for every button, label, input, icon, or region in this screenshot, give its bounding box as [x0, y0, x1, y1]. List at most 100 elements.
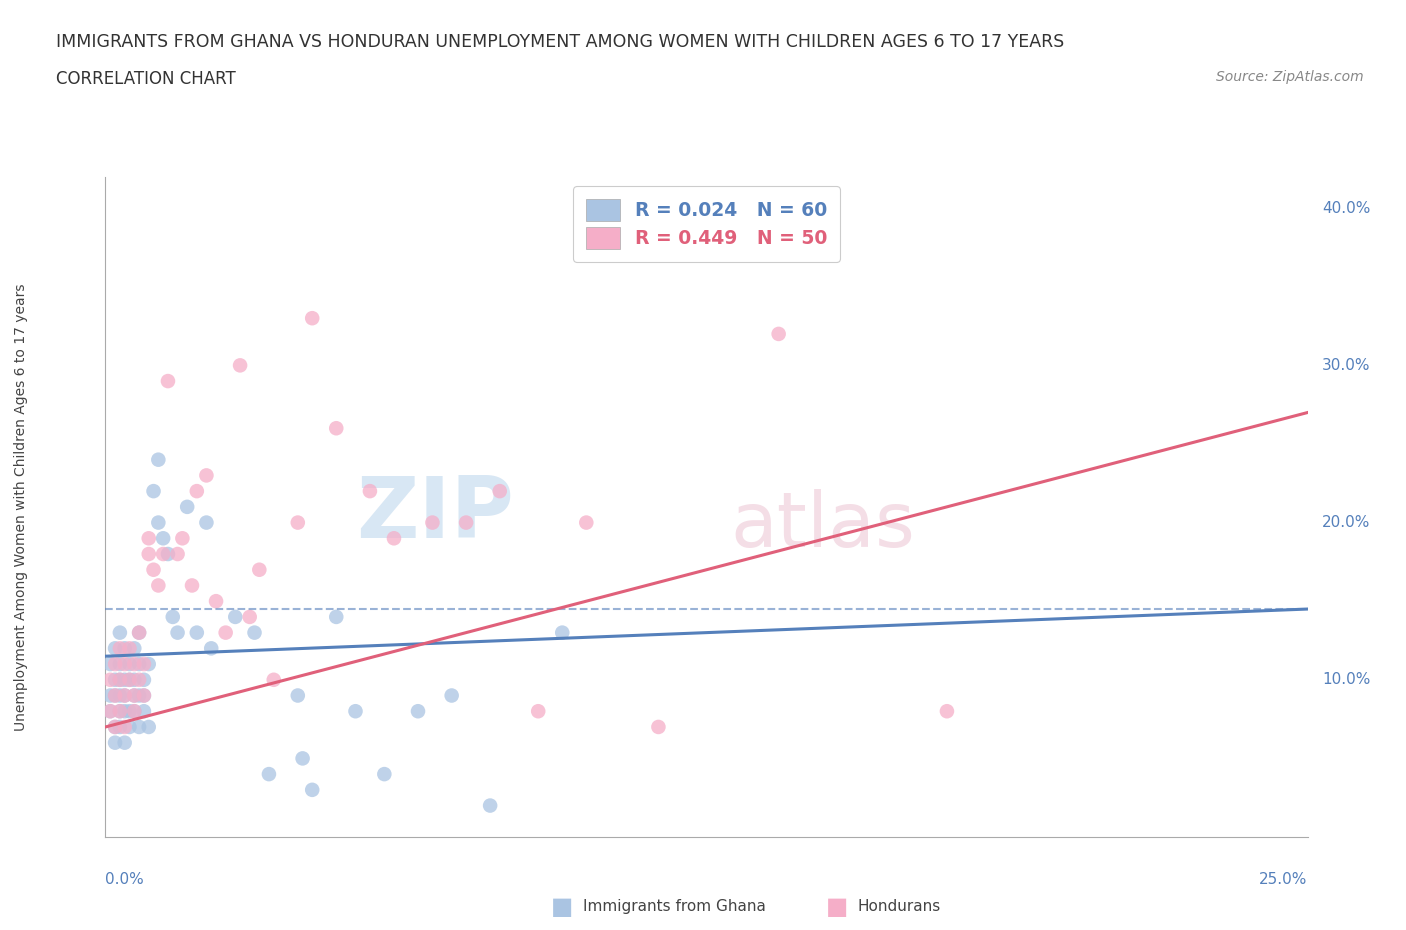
Point	[124, 657, 146, 671]
Point	[138, 720, 160, 735]
Point	[98, 672, 121, 687]
Point	[108, 704, 131, 719]
Point	[325, 609, 347, 624]
Text: ZIP: ZIP	[357, 473, 515, 556]
Point	[138, 547, 160, 562]
Point	[247, 563, 270, 578]
Point	[114, 720, 136, 735]
Point	[454, 515, 477, 530]
Point	[132, 672, 155, 687]
Point	[479, 798, 502, 813]
Point	[124, 672, 146, 687]
Point	[114, 641, 136, 656]
Legend: R = 0.024   N = 60, R = 0.449   N = 50: R = 0.024 N = 60, R = 0.449 N = 50	[572, 186, 841, 262]
Point	[132, 688, 155, 703]
Point	[132, 704, 155, 719]
Point	[138, 657, 160, 671]
Text: 20.0%: 20.0%	[1322, 515, 1371, 530]
Text: ■: ■	[825, 895, 848, 919]
Point	[98, 688, 121, 703]
Point	[132, 688, 155, 703]
Point	[108, 704, 131, 719]
Point	[152, 531, 174, 546]
Point	[176, 499, 198, 514]
Point	[104, 736, 127, 751]
Point	[195, 468, 218, 483]
Text: Source: ZipAtlas.com: Source: ZipAtlas.com	[1216, 70, 1364, 84]
Point	[205, 593, 228, 608]
Point	[108, 720, 131, 735]
Point	[124, 688, 146, 703]
Point	[98, 657, 121, 671]
Point	[768, 326, 790, 341]
Point	[104, 641, 127, 656]
Point	[186, 484, 208, 498]
Point	[128, 720, 150, 735]
Point	[406, 704, 429, 719]
Point	[108, 672, 131, 687]
Point	[422, 515, 444, 530]
Point	[440, 688, 463, 703]
Point	[291, 751, 314, 765]
Point	[124, 641, 146, 656]
Point	[108, 688, 131, 703]
Point	[124, 704, 146, 719]
Point	[359, 484, 381, 498]
Point	[229, 358, 252, 373]
Point	[114, 688, 136, 703]
Point	[114, 657, 136, 671]
Point	[152, 547, 174, 562]
Point	[172, 531, 194, 546]
Point	[104, 657, 127, 671]
Point	[181, 578, 204, 593]
Point	[287, 515, 309, 530]
Point	[200, 641, 222, 656]
Point	[138, 531, 160, 546]
Point	[195, 515, 218, 530]
Point	[166, 547, 188, 562]
Text: 10.0%: 10.0%	[1322, 672, 1371, 687]
Point	[114, 736, 136, 751]
Point	[551, 625, 574, 640]
Point	[104, 720, 127, 735]
Point	[142, 484, 165, 498]
Point	[148, 515, 170, 530]
Point	[124, 704, 146, 719]
Point	[128, 672, 150, 687]
Point	[156, 547, 179, 562]
Text: 0.0%: 0.0%	[105, 871, 145, 886]
Point	[118, 704, 141, 719]
Point	[114, 672, 136, 687]
Point	[98, 704, 121, 719]
Point	[257, 766, 280, 781]
Point	[162, 609, 184, 624]
Point	[344, 704, 367, 719]
Point	[108, 657, 131, 671]
Point	[104, 672, 127, 687]
Text: Unemployment Among Women with Children Ages 6 to 17 years: Unemployment Among Women with Children A…	[14, 283, 28, 731]
Point	[108, 641, 131, 656]
Point	[108, 625, 131, 640]
Point	[118, 672, 141, 687]
Text: CORRELATION CHART: CORRELATION CHART	[56, 70, 236, 87]
Text: 30.0%: 30.0%	[1322, 358, 1371, 373]
Point	[166, 625, 188, 640]
Point	[936, 704, 959, 719]
Point	[104, 720, 127, 735]
Text: ■: ■	[551, 895, 574, 919]
Point	[243, 625, 266, 640]
Point	[301, 311, 323, 325]
Point	[132, 657, 155, 671]
Point	[98, 704, 121, 719]
Point	[239, 609, 262, 624]
Point	[128, 657, 150, 671]
Point	[118, 641, 141, 656]
Text: atlas: atlas	[731, 489, 915, 563]
Point	[287, 688, 309, 703]
Point	[114, 704, 136, 719]
Text: IMMIGRANTS FROM GHANA VS HONDURAN UNEMPLOYMENT AMONG WOMEN WITH CHILDREN AGES 6 : IMMIGRANTS FROM GHANA VS HONDURAN UNEMPL…	[56, 33, 1064, 50]
Point	[382, 531, 405, 546]
Point	[128, 625, 150, 640]
Point	[224, 609, 246, 624]
Point	[118, 672, 141, 687]
